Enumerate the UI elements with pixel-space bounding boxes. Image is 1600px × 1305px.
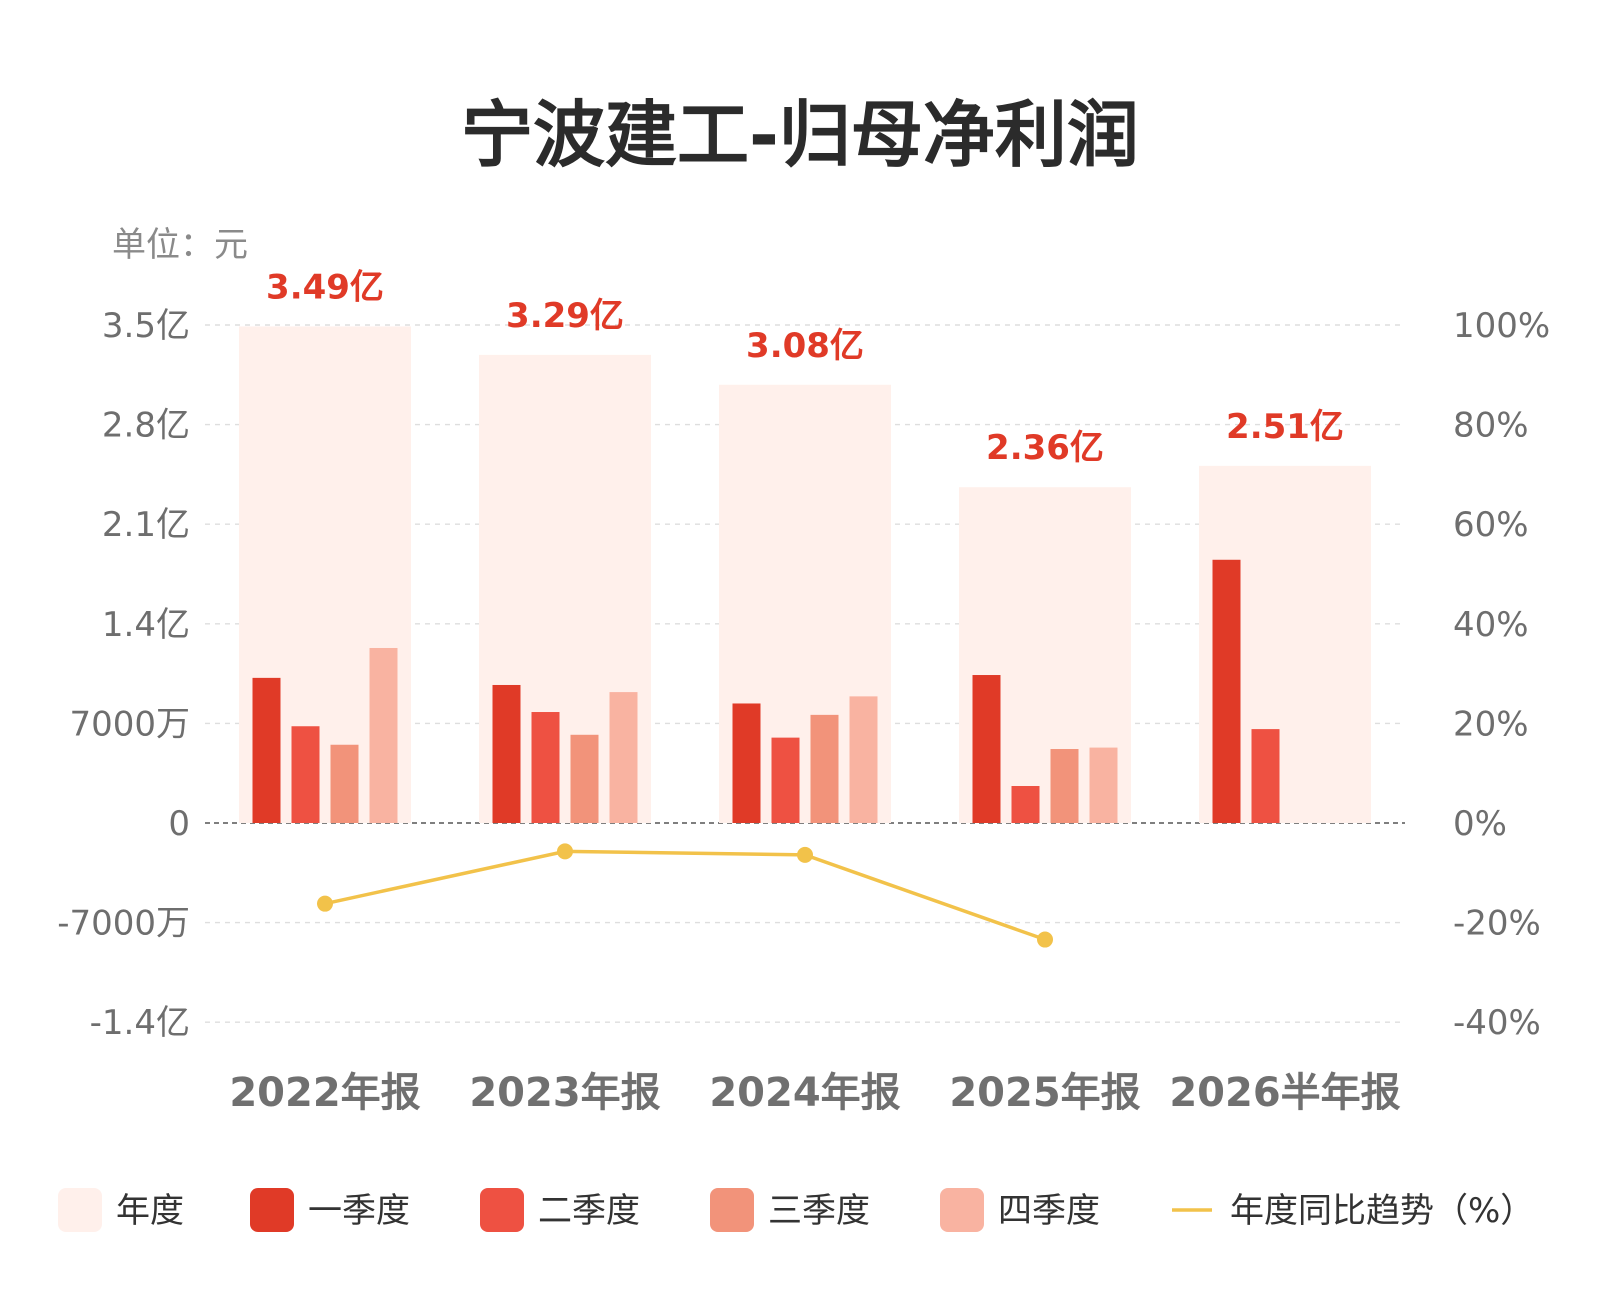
quarter-bar (570, 734, 599, 823)
x-tick-label: 2022年报 (229, 1070, 420, 1116)
legend-swatch (58, 1188, 102, 1232)
legend-label: 年度同比趋势（%） (1230, 1191, 1534, 1231)
y-tick-label-left: 2.8亿 (102, 406, 190, 446)
legend-swatch (480, 1188, 524, 1232)
y-tick-label-right: 80% (1453, 406, 1529, 446)
quarter-bar (1089, 747, 1118, 823)
yoy-point (1037, 931, 1053, 948)
annual-value-label: 2.36亿 (986, 428, 1104, 468)
quarter-bar (972, 675, 1001, 823)
quarter-bar (1251, 729, 1280, 823)
quarter-bar (1212, 559, 1241, 823)
yoy-line (317, 843, 1053, 948)
y-tick-label-left: -7000万 (57, 904, 190, 944)
yoy-point (797, 846, 813, 863)
y-tick-label-right: -20% (1453, 904, 1541, 944)
legend: 年度 一季度 二季度 三季度 四季度 年度同比趋势（%） (58, 1188, 1534, 1232)
annual-value-label: 3.49亿 (266, 267, 384, 307)
labels: 3.5亿 2.8亿 2.1亿 1.4亿 7000万 0 -7000万 -1.4亿 100% 80%… (57, 267, 1550, 1116)
quarter-bar (252, 677, 281, 823)
legend-label: 三季度 (768, 1191, 870, 1231)
quarter-bar (732, 703, 761, 823)
y-tick-label-right: 60% (1453, 505, 1529, 545)
y-tick-label-right: -40% (1453, 1003, 1541, 1043)
quarter-bar (1011, 786, 1040, 823)
x-tick-label: 2025年报 (949, 1070, 1140, 1116)
y-tick-label-right: 40% (1453, 605, 1529, 645)
y-tick-label-left: 1.4亿 (102, 605, 190, 645)
x-tick-label: 2023年报 (469, 1070, 660, 1116)
legend-swatch (940, 1188, 984, 1232)
y-tick-label-right: 100% (1453, 306, 1550, 346)
unit-label: 单位：元 (112, 225, 248, 265)
quarter-bar (1050, 749, 1079, 823)
y-tick-label-right: 0% (1453, 804, 1507, 844)
chart-title: 宁波建工-归母净利润 (461, 93, 1139, 177)
annual-value-label: 2.51亿 (1226, 407, 1344, 447)
annual-value-label: 3.29亿 (506, 296, 624, 336)
quarter-bars (252, 559, 1280, 823)
quarter-bar (810, 714, 839, 823)
y-tick-label-left: 7000万 (69, 704, 190, 744)
yoy-point (317, 895, 333, 912)
y-tick-label-left: 0 (168, 804, 190, 844)
y-tick-label-left: -1.4亿 (90, 1003, 190, 1043)
yoy-point (557, 843, 573, 860)
legend-label: 二季度 (538, 1191, 640, 1231)
quarter-bar (330, 744, 359, 823)
x-tick-label: 2024年报 (709, 1070, 900, 1116)
quarter-bar (291, 726, 320, 823)
quarter-bar (771, 737, 800, 823)
quarter-bar (531, 712, 560, 823)
legend-swatch (250, 1188, 294, 1232)
legend-swatch (710, 1188, 754, 1232)
legend-label: 四季度 (998, 1191, 1100, 1231)
y-tick-label-left: 3.5亿 (102, 306, 190, 346)
yoy-line-path (324, 849, 1046, 942)
quarter-bar (609, 692, 638, 823)
y-tick-label-left: 2.1亿 (102, 505, 190, 545)
quarter-bar (369, 647, 398, 823)
quarter-bar (849, 696, 878, 823)
annual-value-label: 3.08亿 (746, 326, 864, 366)
legend-label: 年度 (116, 1191, 184, 1231)
y-tick-label-right: 20% (1453, 704, 1529, 744)
quarter-bar (492, 684, 521, 823)
x-tick-label: 2026半年报 (1169, 1070, 1400, 1116)
annual-bars (239, 326, 1371, 823)
legend-label: 一季度 (308, 1191, 410, 1231)
